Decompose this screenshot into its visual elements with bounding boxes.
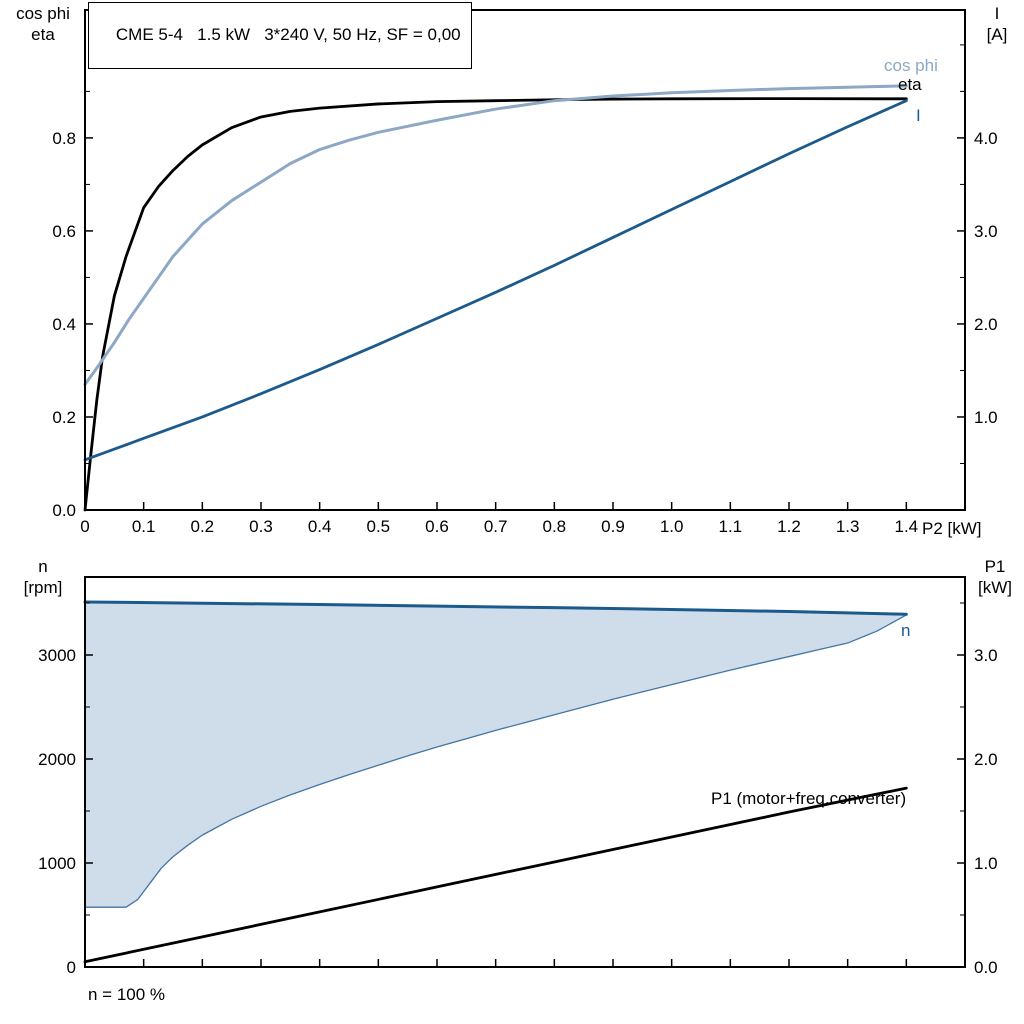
x-axis-unit-label: P2 [kW] <box>922 519 982 538</box>
cos-phi-curve-label: cos phi <box>884 56 938 75</box>
x-tick-label: 1.4 <box>895 517 919 536</box>
x-tick-label: 0.2 <box>191 517 215 536</box>
y-tick-label: 0.2 <box>52 408 76 427</box>
axis-label-current-unit: [A] <box>986 25 1008 44</box>
axis-label-speed: n <box>38 557 48 576</box>
y-tick-label: 2.0 <box>974 315 998 334</box>
y-tick-label: 4.0 <box>974 129 998 148</box>
x-tick-label: 0.3 <box>249 517 273 536</box>
right-axis-title-bottom-chart: P1 [kW] <box>966 556 1024 598</box>
plot-frame <box>84 9 966 511</box>
y-tick-label: 3.0 <box>974 646 998 665</box>
x-tick-label: 0.4 <box>308 517 332 536</box>
n-min-curve <box>84 614 907 908</box>
cos-phi-curve <box>83 84 908 386</box>
eta-curve-label: eta <box>898 75 922 94</box>
y-tick-label: 3.0 <box>974 222 998 241</box>
y-tick-label: 0.4 <box>52 315 76 334</box>
x-tick-label: 1.2 <box>777 517 801 536</box>
x-tick-label: 0.8 <box>543 517 567 536</box>
y-tick-label: 1.0 <box>974 408 998 427</box>
axis-label-cos-phi: cos phi <box>16 4 70 23</box>
axis-label-p1-unit: [kW] <box>978 578 1012 597</box>
y-tick-label: 0 <box>67 958 76 977</box>
right-axis-title-top-chart: I [A] <box>970 3 1024 45</box>
y-tick-label: 0.0 <box>52 501 76 520</box>
y-tick-label: 3000 <box>38 646 76 665</box>
p1-curve-label: P1 (motor+freq.converter) <box>711 789 907 808</box>
y-tick-label: 0.8 <box>52 129 76 148</box>
speed-range-fill <box>85 601 907 908</box>
i-curve <box>83 99 908 462</box>
axis-label-current: I <box>994 4 1000 23</box>
y-tick-label: 1.0 <box>974 854 998 873</box>
left-axis-title-top-chart: cos phi eta <box>2 3 84 45</box>
left-axis-title-bottom-chart: n [rpm] <box>4 556 82 598</box>
y-tick-label: 0.6 <box>52 222 76 241</box>
x-tick-label: 1.3 <box>836 517 860 536</box>
chart-title: CME 5-4 1.5 kW 3*240 V, 50 Hz, SF = 0,00 <box>115 25 461 44</box>
x-tick-label: 0.1 <box>132 517 156 536</box>
x-tick-label: 0.5 <box>367 517 391 536</box>
x-tick-label: 0.6 <box>425 517 449 536</box>
axis-label-speed-unit: [rpm] <box>23 578 63 597</box>
plot-frame <box>84 576 966 968</box>
y-tick-label: 1000 <box>38 854 76 873</box>
p1-curve <box>83 786 908 964</box>
y-tick-label: 0.0 <box>974 958 998 977</box>
axis-label-p1: P1 <box>984 557 1006 576</box>
x-tick-label: 0 <box>80 517 89 536</box>
axis-label-eta: eta <box>31 25 55 44</box>
speed-footnote: n = 100 % <box>88 985 166 1004</box>
y-tick-label: 2000 <box>38 750 76 769</box>
x-tick-label: 1.0 <box>660 517 684 536</box>
y-tick-label: 2.0 <box>974 750 998 769</box>
chart-title-box: CME 5-4 1.5 kW 3*240 V, 50 Hz, SF = 0,00 <box>88 2 472 69</box>
x-tick-label: 0.9 <box>601 517 625 536</box>
x-tick-label: 0.7 <box>484 517 508 536</box>
eta-curve <box>83 97 908 512</box>
speed-curve-label: n <box>901 621 911 640</box>
n-curve <box>83 600 908 616</box>
current-curve-label: I <box>916 106 921 125</box>
x-tick-label: 1.1 <box>719 517 743 536</box>
